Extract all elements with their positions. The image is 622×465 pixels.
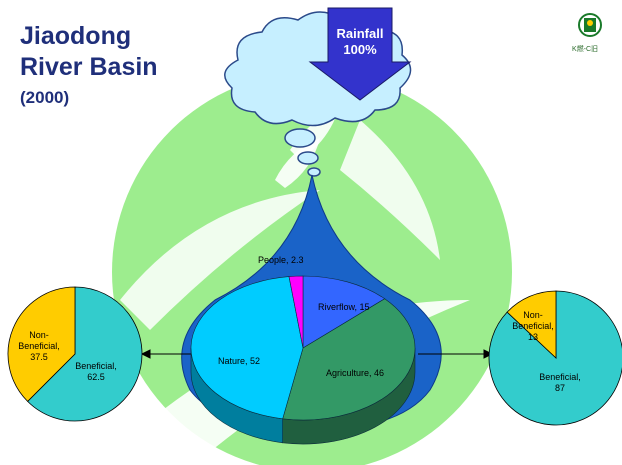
main-pie-slice-agriculture <box>282 298 416 421</box>
logo-icon <box>578 13 602 37</box>
pie1-slice-beneficial <box>27 286 143 422</box>
label-people: People, 2.3 <box>258 255 304 265</box>
rainfall-arrow <box>308 7 412 101</box>
label-riverflow: Riverflow, 15 <box>318 302 370 312</box>
label-right-nb-line2: Beneficial, <box>512 321 554 331</box>
main-pie-slice-riverflow <box>302 275 386 349</box>
pie2-slice-non-beneficial <box>506 290 557 359</box>
title-year: (2000) <box>20 88 70 107</box>
label-right-b-line1: Beneficial, <box>539 372 581 382</box>
main-pie-slice-nature <box>190 276 304 420</box>
label-left-nb-line3: 37.5 <box>30 352 48 362</box>
label-left-beneficial: Beneficial, 62.5 <box>66 361 126 383</box>
pie1-slice-non-beneficial <box>7 286 76 402</box>
rainfall-label-line2: 100% <box>343 42 377 57</box>
label-left-non-beneficial: Non- Beneficial, 37.5 <box>14 330 64 363</box>
label-left-b-line2: 62.5 <box>87 372 105 382</box>
title-line-2: River Basin <box>20 53 158 81</box>
label-nature: Nature, 52 <box>218 356 261 366</box>
right-connector-arrowhead <box>483 349 494 359</box>
logo-text: K燃-C旧 <box>572 46 599 53</box>
label-left-nb-line1: Non- <box>29 330 49 340</box>
title-line-1: Jiaodong <box>20 22 132 50</box>
main-pie-chart <box>190 275 416 445</box>
wheat-grain-2 <box>275 138 320 188</box>
label-right-beneficial: Beneficial, 87 <box>530 372 590 394</box>
label-agriculture: Agriculture, 46 <box>326 368 385 378</box>
label-right-b-line2: 87 <box>554 383 565 393</box>
left-connector-arrowhead <box>140 349 151 359</box>
rainfall-label: Rainfall 100% <box>324 26 396 58</box>
label-left-nb-line2: Beneficial, <box>18 341 60 351</box>
connector-arrows <box>140 349 494 359</box>
main-pie-slice-people <box>288 275 304 349</box>
rainfall-label-line1: Rainfall <box>336 26 384 41</box>
right-pie-chart <box>488 290 622 426</box>
label-right-nb-line3: 13 <box>527 332 538 342</box>
leaf-white-right <box>340 120 440 260</box>
label-right-non-beneficial: Non- Beneficial, 13 <box>508 310 558 343</box>
label-left-b-line1: Beneficial, <box>75 361 117 371</box>
left-pie-chart <box>7 286 143 422</box>
label-right-nb-line1: Non- <box>523 310 543 320</box>
leaf-white-left <box>120 190 320 330</box>
